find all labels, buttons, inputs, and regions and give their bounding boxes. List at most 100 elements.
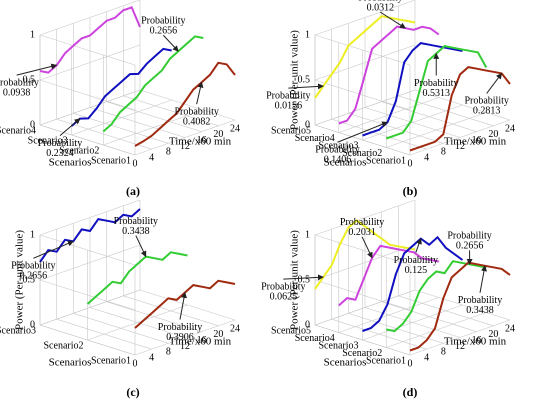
series-line [409,261,511,352]
scenario-tick-label: Scenario3 [28,135,68,146]
x-tick-label: 12 [180,141,190,152]
back-grid-line [39,44,141,81]
x-axis-label: Time/x60 min [169,336,232,348]
panel: 0481216202400.51Scenario1Scenario2Scenar… [266,0,515,198]
annotation-arrow [59,118,81,136]
annotation-label: Probability [11,261,55,272]
x-tick-label: 24 [505,323,515,334]
annotation-arrow [486,72,503,94]
z-tick-label: 0 [305,119,310,130]
floor-grid-line [362,104,463,141]
floor-grid-line [87,304,188,341]
annotation-arrow [288,83,324,90]
annotation-value: 0.2813 [473,106,501,117]
annotation-arrow [380,11,406,29]
annotation-arrow [283,274,324,281]
scenario-tick-label: Scenario3 [319,340,359,351]
panel-label: (b) [403,184,418,198]
scenario-tick-label: Scenario4 [295,133,335,144]
x-tick-label: 8 [441,147,446,158]
annotation-label: Probability [158,322,202,333]
scenario-tick-label: Scenario5 [271,125,311,136]
annotation-label: Probability [141,16,185,27]
z-tick-label: 0 [305,319,310,330]
series-line [409,66,511,152]
y-axis-label: Scenarios [49,157,92,169]
z-tick-label: 1 [305,229,310,240]
annotation-label: Probability [358,0,402,3]
series-line [134,61,236,147]
scenario-tick-label: Scenario2 [342,348,382,359]
annotation-arrow [196,81,204,105]
series-line [362,42,463,137]
x-tick-label: 16 [472,135,482,146]
annotation-value: 0.2656 [20,271,48,282]
annotation-arrow [16,63,58,76]
z-axis-label: Power (Per-unit value) [289,30,301,130]
panel: 0481216202400.51Scenario1Scenario2Scenar… [261,199,515,399]
annotation-value: 0.5313 [423,88,451,99]
scenario-tick-label: Scenario4 [295,333,335,344]
annotation-value: 0.3438 [466,305,494,316]
back-grid-line [39,244,141,281]
floor-grid-line [103,109,204,146]
annotation-label: Probability [414,78,458,89]
floor-grid-line [409,119,511,156]
x-tick-label: 12 [455,141,465,152]
x-tick-label: 4 [424,352,429,363]
annotation-arrow [337,121,389,143]
z-tick-label: 0.5 [23,274,36,285]
x-axis-label: Time/x60 min [444,336,507,348]
floor-grid-line [386,112,487,148]
annotation-label: Probability [174,106,218,117]
scenario-tick-label: Scenario3 [0,325,36,336]
x-tick-label: 4 [149,352,154,363]
x-tick-label: 16 [472,335,482,346]
annotation-label: Probability [114,216,158,227]
annotation-label: Probability [261,281,305,292]
x-tick-label: 4 [149,152,154,163]
back-grid-line [314,199,416,236]
series-line [338,25,440,125]
scenario-tick-label: Scenario2 [342,148,382,159]
scenario-tick-label: Scenario1 [366,155,406,166]
annotation-arrow [415,238,422,253]
floor-grid-line [314,89,416,126]
annotation-arrow [162,34,179,52]
floor-grid-line [134,319,236,356]
z-tick-label: 0.5 [23,74,36,85]
z-axis-label: Power (Per-unit value) [289,230,301,330]
annotation-value: 0.125 [405,265,428,276]
annotation-arrow [479,265,487,293]
annotation-value: 0.1406 [324,155,352,166]
floor-grid-line [338,297,439,333]
annotation-label: Probability [447,231,491,242]
annotation-label: Probability [340,217,384,228]
z-tick-label: 0 [30,319,35,330]
scenario-tick-label: Scenario4 [0,125,36,136]
annotation-label: Probability [458,295,502,306]
x-tick-label: 12 [180,341,190,352]
scenario-tick-label: Scenario1 [91,155,131,166]
panel: 0481216202400.51Scenario1Scenario2Scenar… [0,199,240,399]
annotation-value: 0.2031 [348,227,376,238]
x-tick-label: 8 [166,147,171,158]
series-line [86,251,188,305]
annotation-label: Probability [0,77,39,88]
series-line [338,244,439,307]
floor-grid-line [409,319,511,356]
annotation-label: Probability [394,255,438,266]
x-tick-label: 0 [133,158,138,169]
annotation-value: 0.2324 [46,148,74,159]
x-tick-label: 12 [455,341,465,352]
annotation-value: 0.0312 [367,2,395,13]
y-axis-label: Scenarios [324,357,367,369]
annotation-value: 0.3906 [166,332,194,343]
z-tick-label: 1 [30,29,35,40]
annotation-label: Probability [38,138,82,149]
series-line [71,47,172,127]
annotation-label: Probability [266,90,310,101]
x-tick-label: 24 [230,123,240,134]
floor-grid-line [123,95,219,127]
series-line [102,35,204,133]
